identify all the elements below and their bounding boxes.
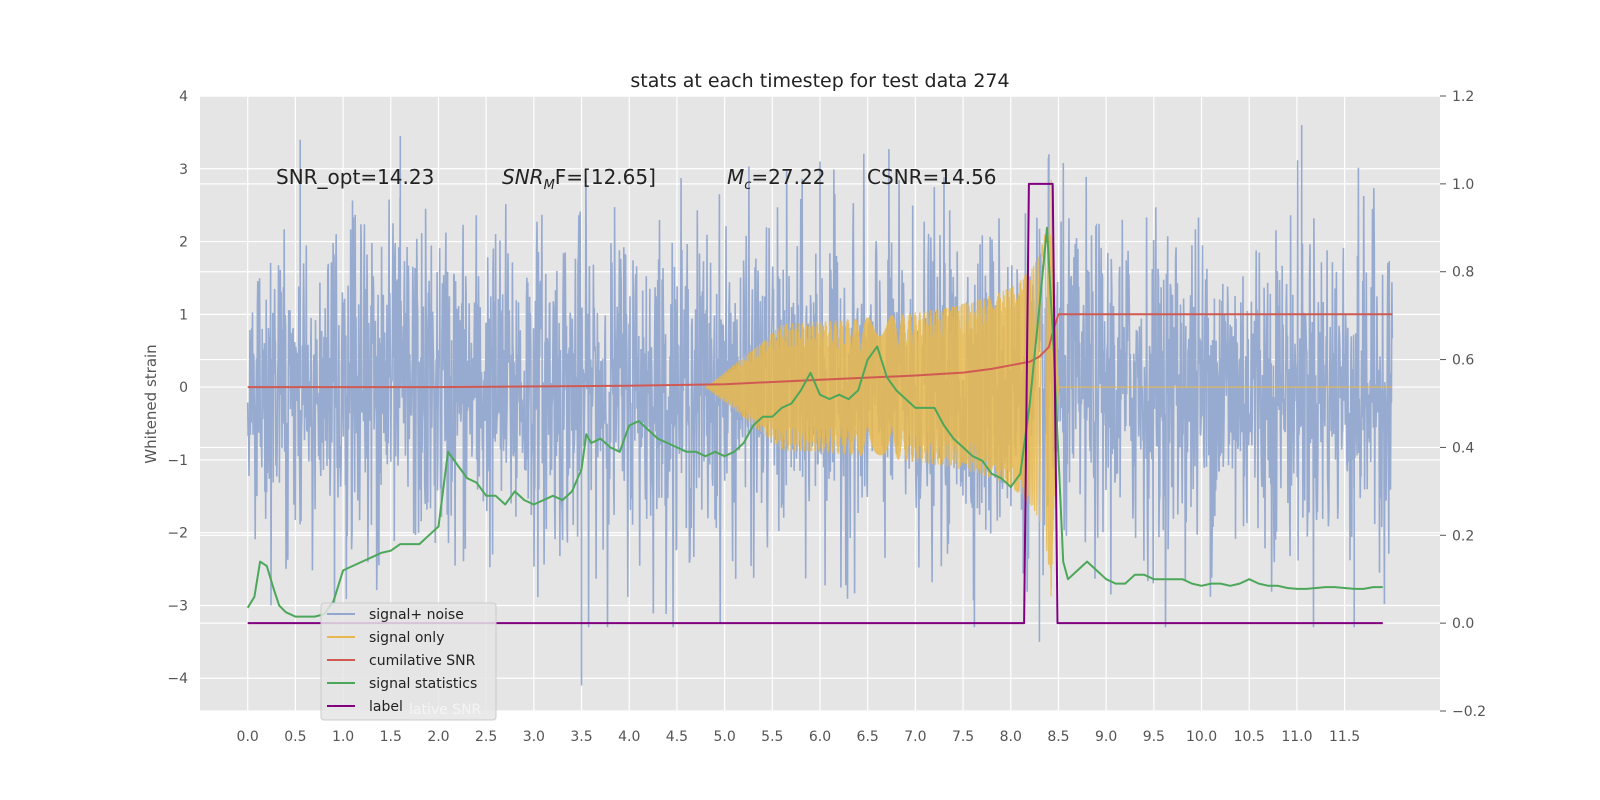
annotation: CSNR=14.56 xyxy=(867,165,997,189)
y2-tick-label: −0.2 xyxy=(1452,704,1486,720)
legend-box xyxy=(320,602,497,721)
y-tick-label: −2 xyxy=(167,526,188,542)
x-tick-label: 9.0 xyxy=(1095,729,1117,745)
label-line xyxy=(247,182,1383,625)
x-tick-label: 8.0 xyxy=(1000,729,1022,745)
y2-tick-label: 0.4 xyxy=(1452,440,1474,456)
x-tick-label: 7.5 xyxy=(952,729,974,745)
x-tick-label: 0.5 xyxy=(284,729,306,745)
y-tick-label: 3 xyxy=(179,162,188,178)
x-tick-label: 6.0 xyxy=(809,729,831,745)
annotation-sub: M xyxy=(544,178,555,193)
y-tick-label: −4 xyxy=(167,671,188,687)
y2-tick-label: 0.0 xyxy=(1452,616,1474,632)
annotation: SNR_opt=14.23 xyxy=(276,165,434,189)
annotation-sub: c xyxy=(744,178,751,193)
signal-only-line xyxy=(705,179,1393,597)
y2-tick-label: 1.0 xyxy=(1452,177,1474,193)
chart-title: stats at each timestep for test data 274 xyxy=(630,70,1009,92)
axis-ticks: 0.0 0.5 1.0 1.5 2.0 2.5 3.0 3.5 4.0 4.5 5.0 5.5 6.0 6… xyxy=(167,89,1486,745)
annotation: SNRMF=[12.65] xyxy=(502,165,656,193)
series-lines xyxy=(246,182,1393,625)
legend-label: signal statistics xyxy=(369,676,477,692)
x-tick-label: 7.0 xyxy=(904,729,926,745)
x-tick-label: 4.0 xyxy=(618,729,640,745)
x-tick-label: 1.0 xyxy=(332,729,354,745)
legend-ghost-text: lative SNR xyxy=(409,702,482,718)
annotation-main: SNR xyxy=(502,165,544,189)
annotations: SNR_opt=14.23 SNRMF=[12.65] Mc=27.22 CSNR=1… xyxy=(276,165,997,193)
x-tick-label: 0.0 xyxy=(237,729,259,745)
y-tick-label: −1 xyxy=(167,453,188,469)
x-tick-label: 2.5 xyxy=(475,729,497,745)
y2-tick-label: 1.2 xyxy=(1452,89,1474,105)
legend-label: signal+ noise xyxy=(369,607,464,623)
signal-statistics-line xyxy=(246,226,1383,618)
annotation-rest: F=[12.65] xyxy=(555,165,656,189)
cumulative-snr-line xyxy=(247,313,1393,389)
legend-label: cumilative SNR xyxy=(369,653,476,669)
x-tick-label: 9.5 xyxy=(1143,729,1165,745)
y-tick-label: 4 xyxy=(179,89,188,105)
y2-tick-label: 0.6 xyxy=(1452,353,1474,369)
y-tick-label: 2 xyxy=(179,235,188,251)
x-tick-label: 10.0 xyxy=(1186,729,1217,745)
y2-tick-label: 0.2 xyxy=(1452,528,1474,544)
x-tick-label: 5.5 xyxy=(761,729,783,745)
x-tick-label: 4.5 xyxy=(666,729,688,745)
x-tick-label: 10.5 xyxy=(1234,729,1265,745)
legend: lative SNR signal+ noise signal only cumila… xyxy=(320,602,497,721)
y2-tick-label: 0.8 xyxy=(1452,265,1474,281)
x-tick-label: 6.5 xyxy=(857,729,879,745)
x-tick-label: 11.5 xyxy=(1329,729,1360,745)
legend-label: label xyxy=(369,699,403,715)
y-axis-label: Whitened strain xyxy=(142,344,160,463)
signal-only-trace xyxy=(705,179,1393,597)
x-tick-label: 11.0 xyxy=(1281,729,1312,745)
annotation: Mc=27.22 xyxy=(727,165,825,193)
x-tick-label: 8.5 xyxy=(1047,729,1069,745)
y-tick-label: 1 xyxy=(179,307,188,323)
x-tick-label: 5.0 xyxy=(713,729,735,745)
x-tick-label: 1.5 xyxy=(380,729,402,745)
x-tick-label: 3.5 xyxy=(570,729,592,745)
y-tick-label: −3 xyxy=(167,598,188,614)
y-tick-label: 0 xyxy=(179,380,188,396)
annotation-main: M xyxy=(727,165,744,189)
x-tick-label: 3.0 xyxy=(523,729,545,745)
x-tick-label: 2.0 xyxy=(427,729,449,745)
legend-label: signal only xyxy=(369,630,444,646)
annotation-rest: =27.22 xyxy=(751,165,825,189)
